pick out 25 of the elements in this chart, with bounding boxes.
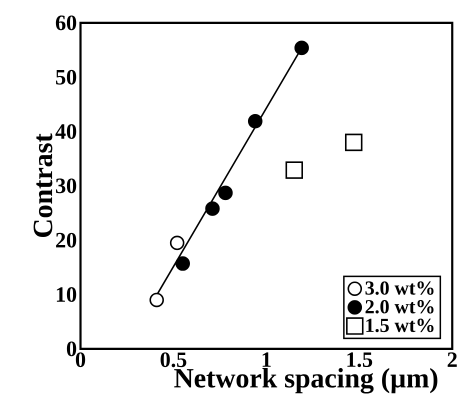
y-tick-label: 10 bbox=[56, 286, 76, 302]
point bbox=[286, 161, 303, 179]
legend-label: 2.0 wt% bbox=[366, 300, 434, 314]
y-axis-title: Contrast bbox=[34, 133, 52, 237]
x-tick-label: 2 bbox=[448, 352, 457, 367]
point bbox=[218, 185, 233, 200]
y-tick-label: 30 bbox=[56, 178, 76, 194]
y-tick-label: 50 bbox=[56, 70, 76, 84]
x-axis-title: Network spacing (µm) bbox=[174, 368, 438, 394]
y-tick-label: 0 bbox=[66, 341, 76, 356]
legend-label: 3.0 wt% bbox=[365, 281, 434, 295]
x-tick-label: 0.5 bbox=[160, 352, 186, 368]
x-tick-label: 1.5 bbox=[347, 352, 372, 367]
legend-label: 1.5 wt% bbox=[366, 318, 434, 332]
y-tick-label: 40 bbox=[55, 124, 76, 139]
point bbox=[149, 292, 164, 308]
y-tick-label: 20 bbox=[56, 232, 76, 248]
point bbox=[175, 256, 190, 271]
point bbox=[170, 235, 184, 250]
point bbox=[205, 201, 220, 216]
point bbox=[248, 114, 262, 128]
point bbox=[344, 133, 362, 151]
y-tick-label: 60 bbox=[56, 15, 76, 30]
point bbox=[294, 40, 309, 55]
x-tick-label: 1 bbox=[262, 352, 271, 367]
